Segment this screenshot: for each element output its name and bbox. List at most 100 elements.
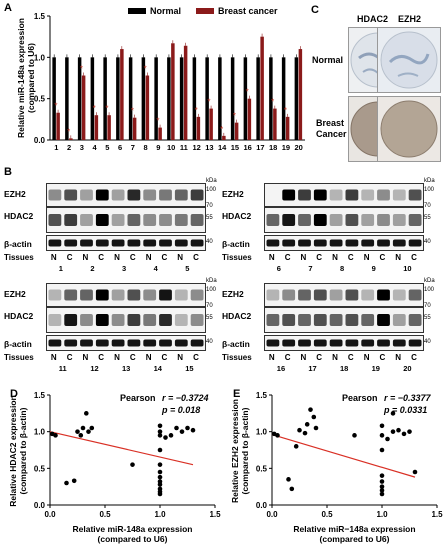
blot-band [361, 189, 375, 201]
scatter-point [313, 425, 319, 431]
y-tick-label: 0.0 [34, 501, 46, 510]
blot-band [377, 189, 390, 201]
blot-band [190, 189, 204, 201]
significance-star: * [284, 106, 287, 115]
blot-band [95, 289, 109, 301]
tissue-number: 3 [122, 264, 127, 273]
scatter-point [286, 477, 291, 482]
scatter-point [304, 422, 310, 427]
blot-strip-actin-bands [48, 239, 204, 247]
tissue-number: 8 [340, 264, 345, 273]
blot-band [329, 239, 343, 247]
bar-cancer [145, 75, 150, 140]
blot-mw-55: 55 [424, 215, 431, 221]
lane-label-cancer: C [161, 253, 168, 262]
lane-label-normal: N [300, 353, 307, 362]
bar-cancer [183, 45, 188, 141]
lane-label-cancer: C [98, 253, 105, 262]
lane-label-normal: N [332, 253, 338, 262]
blot-band [174, 189, 188, 201]
blot-band [345, 314, 359, 326]
scatter-point [379, 479, 385, 484]
blot-band [174, 239, 188, 247]
significance-star: * [207, 98, 210, 107]
y-axis-label-line: (compared to β-actin) [18, 407, 28, 494]
blot-band [64, 339, 78, 347]
blot-band [392, 339, 406, 347]
legend-swatch-normal [128, 8, 146, 14]
panel-label-a: A [4, 2, 12, 14]
lane-label-normal: N [177, 253, 184, 262]
significance-star: * [271, 98, 274, 107]
blot-strip-ezh2-bands [48, 189, 204, 201]
blot-kda-label: kDa [206, 278, 217, 284]
y-tick-label: 1.5 [34, 12, 46, 21]
bar-normal [77, 57, 82, 141]
scatter-point [157, 423, 163, 429]
lane-label-normal: N [395, 253, 402, 262]
blot-strip-actin [264, 235, 424, 251]
scatter-point [157, 469, 163, 475]
significance-star: * [67, 127, 70, 136]
scatter-point [289, 486, 295, 492]
x-tick-label: 2 [67, 143, 71, 152]
lane-label-normal: N [332, 353, 338, 362]
ihc-row-cancer-2: Cancer [316, 129, 347, 139]
blot-band [377, 339, 390, 347]
blot-band [266, 289, 280, 301]
tissue-number: 2 [90, 264, 95, 273]
tissue-number: 1 [58, 264, 63, 273]
lane-label-normal: N [268, 253, 275, 262]
x-tick-label: 1.5 [431, 510, 443, 519]
scatter-point [390, 411, 396, 416]
y-tick-label: 1.5 [256, 391, 268, 400]
blot-band [143, 289, 157, 301]
lane-label-normal: N [268, 353, 275, 362]
scatter-point [157, 491, 163, 497]
blot-band [48, 189, 62, 201]
blot-mw-40: 40 [206, 339, 213, 345]
bar-normal [141, 57, 146, 141]
blot-band [313, 214, 327, 226]
blot-band [80, 189, 93, 201]
y-tick-label: 0.0 [256, 501, 268, 510]
blot-band [298, 239, 311, 247]
tissue-number: 10 [403, 264, 412, 273]
scatter-ezh2: 0.0 0.5 1.0 1.5 0.0 0.5 1.0 1.5 Relative EZH2 ex… [230, 391, 443, 544]
blot-band [48, 239, 62, 247]
blot-band [159, 214, 172, 226]
blot-band [298, 189, 311, 201]
blot-label-actin: β-actin [222, 339, 250, 349]
blot-band [298, 214, 311, 226]
lane-label-normal: N [395, 353, 402, 362]
blot-tissues-label: Tissues [4, 253, 34, 262]
x-tick-label: 20 [294, 143, 302, 152]
bar-cancer [196, 116, 201, 140]
x-tick-label: 5 [105, 143, 109, 152]
blot-band [174, 214, 188, 226]
bar-cancer [120, 49, 124, 140]
scatter-point [157, 474, 163, 480]
x-tick-label: 16 [243, 143, 251, 152]
significance-star: * [93, 104, 96, 113]
blot-band [111, 214, 125, 226]
blot-band [95, 339, 109, 347]
legend-swatch-cancer [196, 8, 214, 14]
x-tick-label: 14 [218, 143, 227, 152]
scatter-point [157, 447, 163, 453]
bar-normal [116, 57, 120, 141]
blot-band [408, 314, 422, 326]
bar-cancer [107, 115, 111, 140]
blot-label-ezh2: EZH2 [4, 289, 26, 299]
lane-label-normal: N [363, 253, 370, 262]
blot-band [392, 289, 406, 301]
lane-label-cancer: C [193, 253, 199, 262]
blot-band [377, 239, 390, 247]
scatter-point [352, 433, 357, 438]
regression-line [49, 431, 194, 466]
blot-band [95, 214, 109, 226]
blot-band [408, 289, 422, 301]
blot-band [282, 339, 296, 347]
ihc-row-normal: Normal [312, 55, 344, 65]
significance-star: * [220, 125, 223, 134]
